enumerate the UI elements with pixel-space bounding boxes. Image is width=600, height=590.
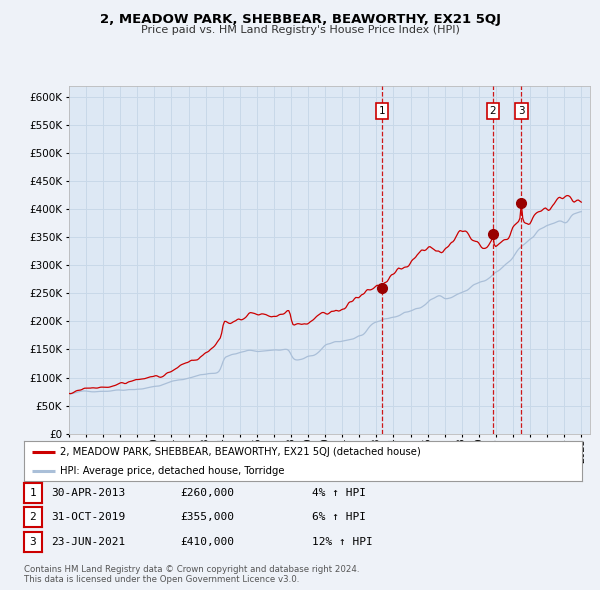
Text: This data is licensed under the Open Government Licence v3.0.: This data is licensed under the Open Gov… bbox=[24, 575, 299, 584]
Text: 2: 2 bbox=[490, 106, 496, 116]
Text: 3: 3 bbox=[29, 537, 37, 547]
Text: 1: 1 bbox=[29, 488, 37, 497]
Text: 30-APR-2013: 30-APR-2013 bbox=[51, 488, 125, 497]
Text: 2, MEADOW PARK, SHEBBEAR, BEAWORTHY, EX21 5QJ (detached house): 2, MEADOW PARK, SHEBBEAR, BEAWORTHY, EX2… bbox=[60, 447, 421, 457]
Text: £410,000: £410,000 bbox=[180, 537, 234, 547]
Text: Contains HM Land Registry data © Crown copyright and database right 2024.: Contains HM Land Registry data © Crown c… bbox=[24, 565, 359, 574]
Text: 4% ↑ HPI: 4% ↑ HPI bbox=[312, 488, 366, 497]
Text: 12% ↑ HPI: 12% ↑ HPI bbox=[312, 537, 373, 547]
Text: £260,000: £260,000 bbox=[180, 488, 234, 497]
Text: HPI: Average price, detached house, Torridge: HPI: Average price, detached house, Torr… bbox=[60, 466, 285, 476]
Text: 1: 1 bbox=[379, 106, 385, 116]
Text: 23-JUN-2021: 23-JUN-2021 bbox=[51, 537, 125, 547]
Text: 2, MEADOW PARK, SHEBBEAR, BEAWORTHY, EX21 5QJ: 2, MEADOW PARK, SHEBBEAR, BEAWORTHY, EX2… bbox=[100, 13, 500, 26]
Text: 3: 3 bbox=[518, 106, 524, 116]
Text: Price paid vs. HM Land Registry's House Price Index (HPI): Price paid vs. HM Land Registry's House … bbox=[140, 25, 460, 35]
Text: 6% ↑ HPI: 6% ↑ HPI bbox=[312, 513, 366, 522]
Text: £355,000: £355,000 bbox=[180, 513, 234, 522]
Text: 2: 2 bbox=[29, 513, 37, 522]
Text: 31-OCT-2019: 31-OCT-2019 bbox=[51, 513, 125, 522]
